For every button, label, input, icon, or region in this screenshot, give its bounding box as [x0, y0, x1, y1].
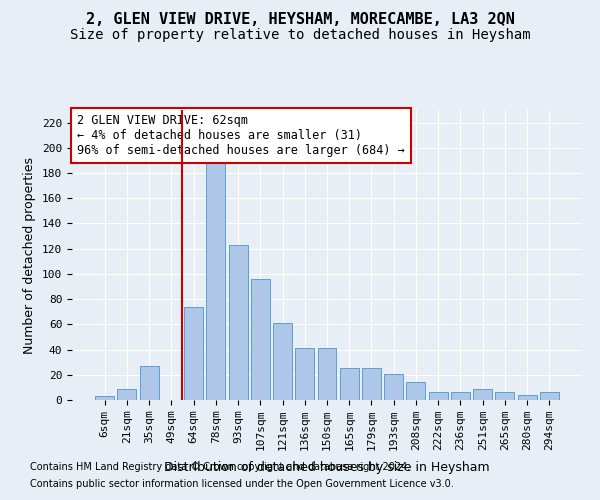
Bar	[451, 392, 470, 400]
Text: Contains public sector information licensed under the Open Government Licence v3: Contains public sector information licen…	[30, 479, 454, 489]
Bar	[429, 392, 448, 400]
Bar	[140, 366, 158, 400]
Bar	[340, 368, 359, 400]
Bar	[406, 382, 425, 400]
X-axis label: Distribution of detached houses by size in Heysham: Distribution of detached houses by size …	[164, 462, 490, 474]
Bar	[384, 374, 403, 400]
Bar	[184, 306, 203, 400]
Bar	[496, 392, 514, 400]
Bar	[251, 279, 270, 400]
Text: Contains HM Land Registry data © Crown copyright and database right 2024.: Contains HM Land Registry data © Crown c…	[30, 462, 410, 472]
Bar	[95, 396, 114, 400]
Bar	[295, 348, 314, 400]
Bar	[540, 392, 559, 400]
Y-axis label: Number of detached properties: Number of detached properties	[23, 156, 37, 354]
Bar	[273, 323, 292, 400]
Bar	[473, 388, 492, 400]
Text: 2 GLEN VIEW DRIVE: 62sqm
← 4% of detached houses are smaller (31)
96% of semi-de: 2 GLEN VIEW DRIVE: 62sqm ← 4% of detache…	[77, 114, 405, 158]
Text: Size of property relative to detached houses in Heysham: Size of property relative to detached ho…	[70, 28, 530, 42]
Bar	[317, 348, 337, 400]
Bar	[206, 150, 225, 400]
Text: 2, GLEN VIEW DRIVE, HEYSHAM, MORECAMBE, LA3 2QN: 2, GLEN VIEW DRIVE, HEYSHAM, MORECAMBE, …	[86, 12, 514, 28]
Bar	[229, 245, 248, 400]
Bar	[518, 395, 536, 400]
Bar	[118, 388, 136, 400]
Bar	[362, 368, 381, 400]
